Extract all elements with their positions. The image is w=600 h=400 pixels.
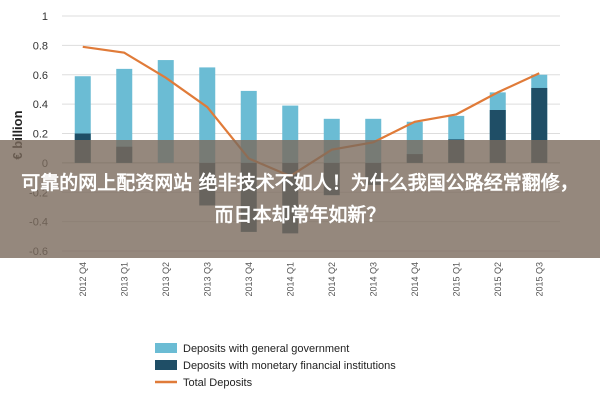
x-category-label: 2013 Q2 [161, 262, 171, 297]
article-title-overlay[interactable]: 可靠的网上配资网站 绝非技术不如人！为什么我国公路经常翻修，而日本却常年如新？ [0, 140, 600, 258]
x-category-label: 2012 Q4 [78, 262, 88, 297]
x-category-label: 2015 Q2 [493, 262, 503, 297]
x-category-label: 2014 Q2 [327, 262, 337, 297]
legend: Deposits with general government Deposits… [155, 343, 396, 389]
x-category-label: 2013 Q3 [202, 262, 212, 297]
y-tick-label: 0.6 [33, 70, 48, 82]
x-axis-categories: 2012 Q4 2013 Q1 2013 Q2 2013 Q3 2013 Q4 2014 … [78, 262, 545, 297]
legend-swatch [155, 343, 177, 353]
x-category-label: 2015 Q1 [451, 262, 461, 297]
x-category-label: 2013 Q4 [244, 262, 254, 297]
x-category-label: 2014 Q4 [410, 262, 420, 297]
x-category-label: 2014 Q3 [368, 262, 378, 297]
article-title: 可靠的网上配资网站 绝非技术不如人！为什么我国公路经常翻修，而日本却常年如新？ [21, 172, 579, 226]
y-tick-label: 0.4 [33, 99, 48, 111]
legend-label: Deposits with monetary financial institu… [183, 360, 396, 372]
y-tick-label: 1 [42, 11, 48, 23]
legend-label: Total Deposits [183, 377, 253, 389]
legend-swatch [155, 360, 177, 370]
y-tick-label: 0.2 [33, 129, 48, 141]
x-category-label: 2015 Q3 [534, 262, 544, 297]
bar-general-government [199, 67, 216, 163]
bar-general-government [157, 60, 174, 163]
legend-label: Deposits with general government [183, 343, 349, 355]
x-category-label: 2013 Q1 [119, 262, 129, 297]
y-tick-label: 0.8 [33, 40, 48, 52]
x-category-label: 2014 Q1 [285, 262, 295, 297]
bar-general-government [116, 68, 133, 163]
